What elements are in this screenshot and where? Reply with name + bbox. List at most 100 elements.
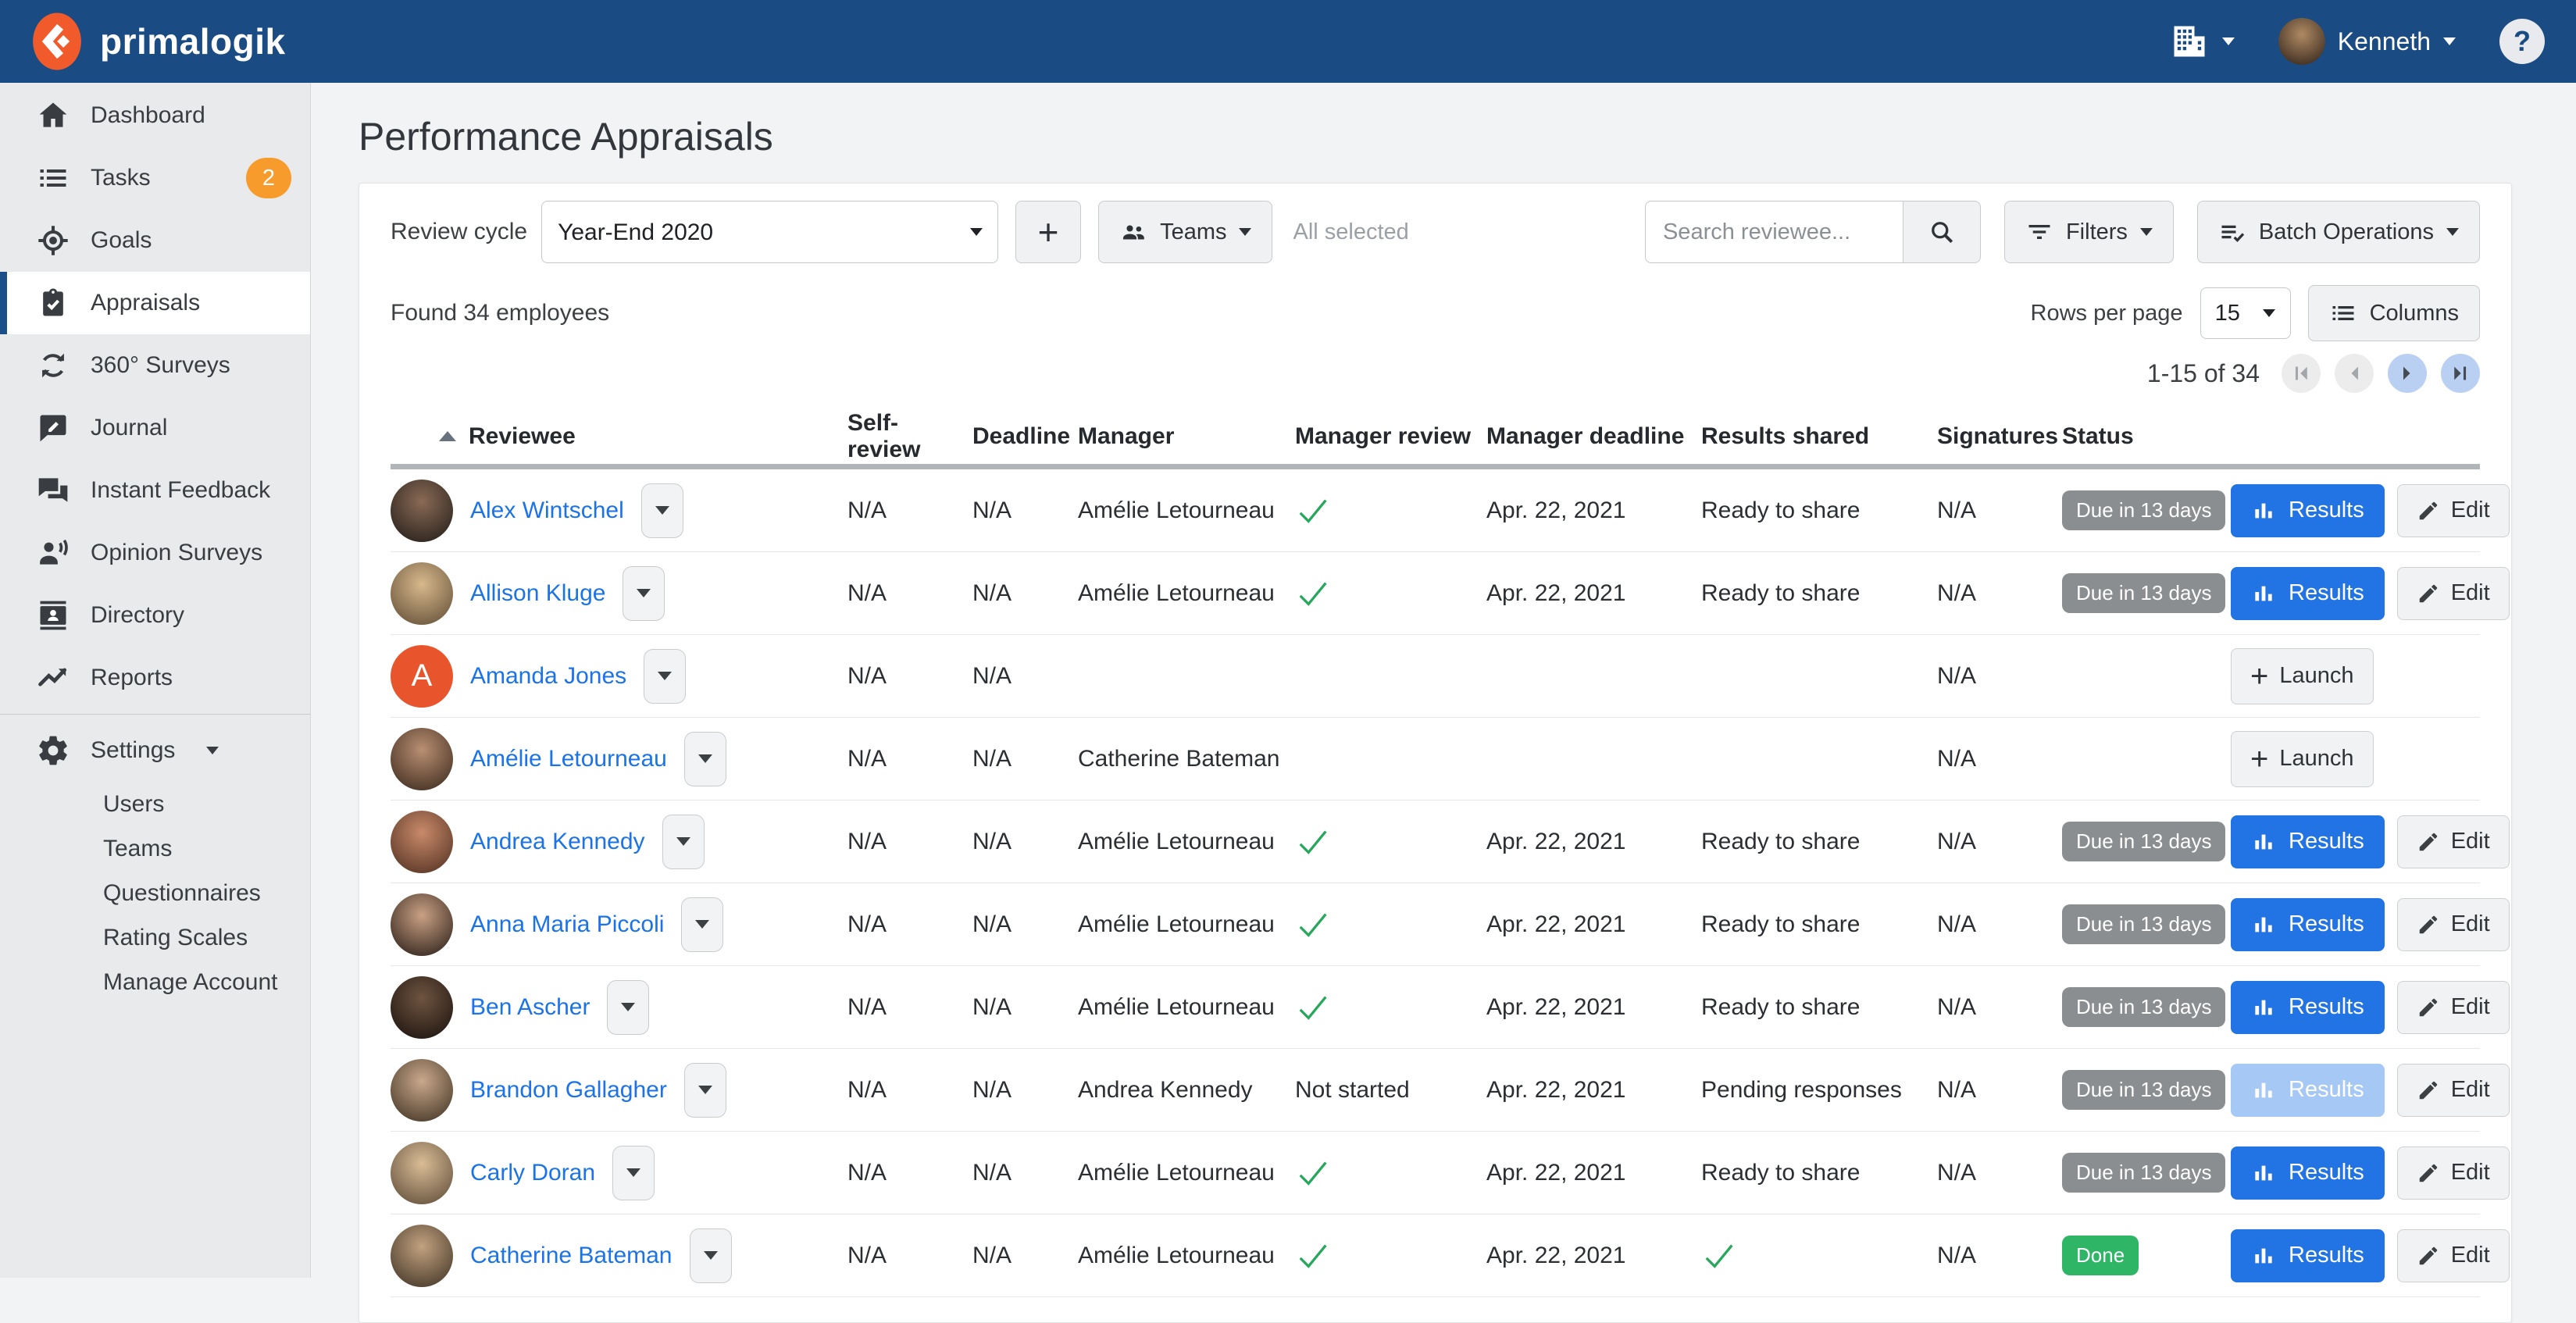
last-page-button[interactable] bbox=[2441, 354, 2480, 393]
sidebar-item[interactable]: Journal bbox=[0, 397, 310, 459]
sidebar-item-settings[interactable]: Settings bbox=[0, 719, 310, 782]
sidebar-subitem[interactable]: Manage Account bbox=[0, 960, 310, 1004]
search-input[interactable] bbox=[1645, 201, 1903, 263]
search-icon bbox=[1928, 218, 1956, 246]
reviewee-actions-dropdown[interactable] bbox=[623, 566, 665, 621]
edit-button[interactable]: Edit bbox=[2397, 898, 2510, 951]
table-row: A Amanda Jones N/A N/A bbox=[391, 635, 2480, 718]
next-page-button[interactable] bbox=[2388, 354, 2427, 393]
sidebar-item[interactable]: Directory bbox=[0, 584, 310, 647]
edit-button[interactable]: Edit bbox=[2397, 815, 2510, 868]
reviewee-actions-dropdown[interactable] bbox=[684, 732, 726, 786]
first-page-button[interactable] bbox=[2282, 354, 2321, 393]
edit-button[interactable]: Edit bbox=[2397, 1229, 2510, 1282]
sidebar-item[interactable]: 360° Surveys bbox=[0, 334, 310, 397]
reviewee-name-link[interactable]: Anna Maria Piccoli bbox=[470, 911, 664, 938]
page-first-icon bbox=[2288, 360, 2314, 387]
sidebar-item[interactable]: Instant Feedback bbox=[0, 459, 310, 522]
reviewee-name-link[interactable]: Carly Doran bbox=[470, 1160, 595, 1186]
sidebar-item[interactable]: Appraisals bbox=[0, 272, 310, 334]
reviewee-actions-dropdown[interactable] bbox=[612, 1146, 655, 1200]
batch-operations-button[interactable]: Batch Operations bbox=[2197, 201, 2480, 263]
search-button[interactable] bbox=[1903, 201, 1981, 263]
reviewee-actions-dropdown[interactable] bbox=[681, 897, 723, 952]
sidebar-subitem[interactable]: Rating Scales bbox=[0, 915, 310, 960]
reports-icon bbox=[36, 661, 70, 695]
reviewee-name-link[interactable]: Catherine Bateman bbox=[470, 1243, 673, 1269]
launch-button[interactable]: + Launch bbox=[2231, 731, 2374, 787]
reviewee-actions-dropdown[interactable] bbox=[690, 1228, 732, 1283]
self-review-cell: N/A bbox=[812, 829, 953, 855]
results-button[interactable]: Results bbox=[2231, 484, 2385, 537]
column-header-status[interactable]: Status bbox=[2062, 423, 2226, 450]
reviewee-name-link[interactable]: Brandon Gallagher bbox=[470, 1077, 667, 1104]
page-prev-icon bbox=[2341, 360, 2367, 387]
column-header-deadline[interactable]: Deadline bbox=[953, 423, 1078, 450]
results-button[interactable]: Results bbox=[2231, 815, 2385, 868]
manager-cell: Amélie Letourneau bbox=[1078, 497, 1289, 524]
sidebar-subitem[interactable]: Teams bbox=[0, 826, 310, 871]
sidebar-item[interactable]: Dashboard bbox=[0, 84, 310, 147]
journal-icon bbox=[36, 411, 70, 445]
results-button[interactable]: Results bbox=[2231, 1229, 2385, 1282]
columns-button[interactable]: Columns bbox=[2308, 285, 2480, 341]
reviewee-actions-dropdown[interactable] bbox=[607, 980, 649, 1035]
add-review-cycle-button[interactable]: + bbox=[1015, 201, 1081, 263]
manager-review-cell bbox=[1289, 576, 1480, 612]
launch-button[interactable]: + Launch bbox=[2231, 648, 2374, 704]
reviewee-name-link[interactable]: Amélie Letourneau bbox=[470, 746, 667, 772]
avatar bbox=[391, 893, 453, 956]
column-header-self-review[interactable]: Self-review bbox=[812, 410, 953, 463]
column-header-manager[interactable]: Manager bbox=[1078, 423, 1289, 450]
user-menu[interactable]: Kenneth bbox=[2278, 18, 2456, 65]
column-header-signatures[interactable]: Signatures bbox=[1925, 423, 2062, 450]
status-cell: Due in 13 days bbox=[2062, 1153, 2226, 1193]
results-button[interactable]: Results bbox=[2231, 898, 2385, 951]
reviewee-name-link[interactable]: Amanda Jones bbox=[470, 663, 626, 690]
reviewee-actions-dropdown[interactable] bbox=[644, 649, 686, 704]
main-content: Performance Appraisals Review cycle Year… bbox=[311, 83, 2576, 1278]
results-button[interactable]: Results bbox=[2231, 567, 2385, 620]
edit-button[interactable]: Edit bbox=[2397, 567, 2510, 620]
sidebar-item-label: Appraisals bbox=[91, 290, 200, 316]
chevron-down-icon bbox=[2446, 228, 2459, 236]
sidebar-item[interactable]: Reports bbox=[0, 647, 310, 709]
organization-switcher[interactable] bbox=[2169, 21, 2235, 62]
results-button[interactable]: Results bbox=[2231, 1064, 2385, 1117]
edit-button[interactable]: Edit bbox=[2397, 1146, 2510, 1200]
sidebar-item[interactable]: Opinion Surveys bbox=[0, 522, 310, 584]
reviewee-name-link[interactable]: Alex Wintschel bbox=[470, 497, 624, 524]
edit-button[interactable]: Edit bbox=[2397, 981, 2510, 1034]
results-button[interactable]: Results bbox=[2231, 1146, 2385, 1200]
deadline-cell: N/A bbox=[953, 746, 1078, 772]
previous-page-button[interactable] bbox=[2335, 354, 2374, 393]
chevron-down-icon bbox=[2140, 228, 2153, 236]
review-cycle-select[interactable]: Year-End 2020 bbox=[541, 201, 998, 263]
help-button[interactable]: ? bbox=[2499, 19, 2545, 64]
results-button[interactable]: Results bbox=[2231, 981, 2385, 1034]
filters-button[interactable]: Filters bbox=[2004, 201, 2174, 263]
rows-per-page-select[interactable]: 15 bbox=[2200, 287, 2291, 339]
reviewee-actions-dropdown[interactable] bbox=[662, 815, 705, 869]
sidebar-subitem[interactable]: Users bbox=[0, 782, 310, 826]
reviewee-name-link[interactable]: Allison Kluge bbox=[470, 580, 605, 607]
manager-review-cell bbox=[1289, 1238, 1480, 1274]
column-header-manager-deadline[interactable]: Manager deadline bbox=[1480, 423, 1695, 450]
sidebar-item[interactable]: Tasks 2 bbox=[0, 147, 310, 209]
edit-button[interactable]: Edit bbox=[2397, 1064, 2510, 1117]
deadline-cell: N/A bbox=[953, 497, 1078, 524]
chevron-down-icon bbox=[637, 589, 651, 597]
deadline-cell: N/A bbox=[953, 994, 1078, 1021]
edit-button[interactable]: Edit bbox=[2397, 484, 2510, 537]
reviewee-actions-dropdown[interactable] bbox=[684, 1063, 726, 1118]
status-cell: Done bbox=[2062, 1236, 2226, 1275]
sidebar-item[interactable]: Goals bbox=[0, 209, 310, 272]
teams-filter-button[interactable]: Teams bbox=[1098, 201, 1272, 263]
column-header-reviewee[interactable]: Reviewee bbox=[391, 423, 812, 450]
column-header-manager-review[interactable]: Manager review bbox=[1289, 423, 1480, 450]
reviewee-name-link[interactable]: Ben Ascher bbox=[470, 994, 590, 1021]
sidebar-subitem[interactable]: Questionnaires bbox=[0, 871, 310, 915]
reviewee-actions-dropdown[interactable] bbox=[641, 483, 683, 538]
column-header-results-shared[interactable]: Results shared bbox=[1695, 423, 1925, 450]
reviewee-name-link[interactable]: Andrea Kennedy bbox=[470, 829, 645, 855]
